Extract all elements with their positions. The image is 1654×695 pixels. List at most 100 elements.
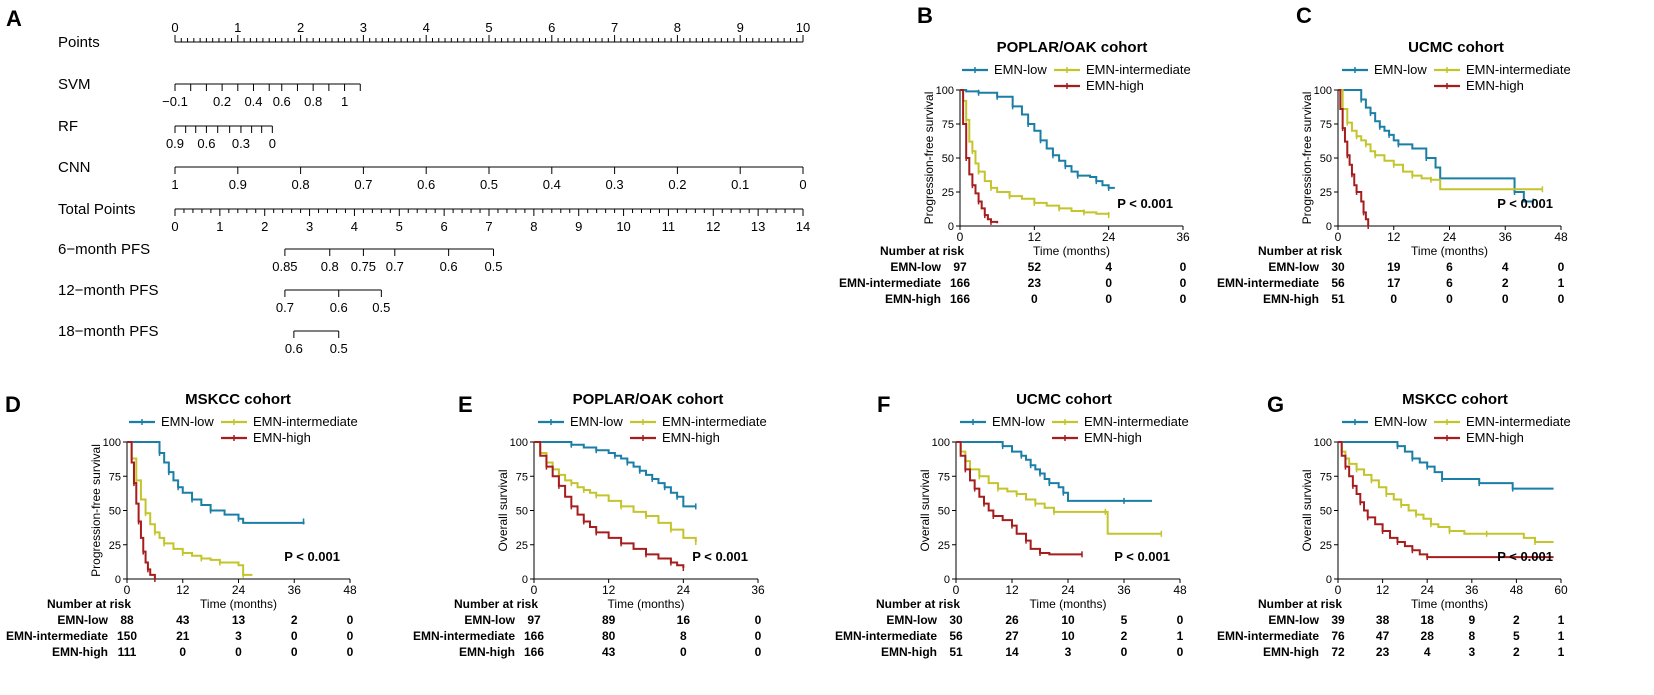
nomogram-tick-label: 0.1	[731, 177, 749, 192]
risk-count: 0	[1558, 292, 1565, 306]
nomogram-tick-label: 0.6	[417, 177, 435, 192]
plot-title: UCMC cohort	[1016, 391, 1112, 408]
nomogram-tick-label: 0.6	[330, 300, 348, 315]
nomogram-tick-label: 14	[796, 219, 810, 234]
y-tick-label: 0	[1326, 221, 1332, 233]
risk-count: 0	[1180, 276, 1187, 290]
risk-count: 0	[1105, 292, 1112, 306]
risk-count: 28	[1421, 629, 1435, 643]
nomogram-tick-label: 0	[171, 219, 178, 234]
risk-count: 6	[1446, 276, 1453, 290]
x-tick-label: 36	[1499, 230, 1513, 244]
y-tick-label: 50	[516, 506, 528, 518]
x-tick-label: 0	[124, 583, 131, 597]
legend-label-low: EMN-low	[570, 414, 623, 429]
x-tick-label: 24	[1443, 230, 1457, 244]
risk-count: 0	[291, 629, 298, 643]
y-tick-label: 25	[109, 540, 121, 552]
panel-label: D	[5, 392, 21, 417]
legend-label-low: EMN-low	[161, 414, 214, 429]
risk-row-label: EMN-high	[459, 645, 515, 659]
nomogram-tick-label: 12	[706, 219, 720, 234]
km-curve-low	[956, 441, 1152, 502]
risk-count: 5	[1121, 613, 1128, 627]
risk-count: 21	[176, 629, 190, 643]
risk-count: 1	[1558, 276, 1565, 290]
risk-count: 9	[1468, 613, 1475, 627]
risk-count: 30	[949, 613, 963, 627]
risk-count: 97	[953, 260, 967, 274]
risk-row-label: EMN-intermediate	[6, 629, 108, 643]
risk-count: 76	[1331, 629, 1345, 643]
x-tick-label: 60	[1554, 583, 1568, 597]
nomogram-tick-label: 7	[485, 219, 492, 234]
panel-label: B	[917, 3, 933, 28]
legend-label-intermediate: EMN-intermediate	[253, 414, 358, 429]
x-tick-label: 36	[288, 583, 302, 597]
p-value-label: P < 0.001	[284, 549, 340, 564]
km-curve-high	[956, 441, 1082, 556]
x-tick-label: 12	[602, 583, 616, 597]
nomogram-tick-label: 0.6	[197, 136, 215, 151]
risk-count: 43	[176, 613, 190, 627]
risk-count: 19	[1387, 260, 1401, 274]
risk-row-label: EMN-intermediate	[835, 629, 937, 643]
risk-count: 166	[950, 292, 970, 306]
p-value-label: P < 0.001	[1117, 196, 1173, 211]
y-tick-label: 100	[936, 85, 954, 97]
nomogram-tick-label: 0.9	[166, 136, 184, 151]
risk-row-label: EMN-high	[885, 292, 941, 306]
y-axis-label: Overall survival	[1300, 469, 1314, 551]
risk-table-title: Number at risk	[880, 244, 964, 258]
nomogram-row-label: 12−month PFS	[58, 282, 158, 299]
x-tick-label: 0	[1335, 230, 1342, 244]
y-axis-label: Progression-free survival	[1300, 92, 1314, 225]
legend-label-high: EMN-high	[1084, 430, 1142, 445]
nomogram-tick-label: 4	[423, 20, 430, 35]
km-curve-intermediate	[960, 89, 1110, 216]
nomogram-tick-label: 0.4	[244, 94, 262, 109]
risk-count: 6	[1446, 260, 1453, 274]
nomogram-tick-label: 3	[360, 20, 367, 35]
panel-label-a: A	[6, 6, 22, 31]
nomogram-tick-label: 0.7	[386, 259, 404, 274]
y-tick-label: 0	[115, 574, 121, 586]
risk-count: 0	[1031, 292, 1038, 306]
p-value-label: P < 0.001	[1497, 549, 1553, 564]
nomogram-tick-label: 0.5	[480, 177, 498, 192]
plot-title: MSKCC cohort	[1402, 391, 1508, 408]
risk-count: 51	[1331, 292, 1345, 306]
plot-title: UCMC cohort	[1408, 39, 1504, 56]
nomogram-tick-label: 10	[616, 219, 630, 234]
nomogram-row-label: Total Points	[58, 201, 136, 218]
risk-row-label: EMN-intermediate	[413, 629, 515, 643]
y-tick-label: 25	[516, 540, 528, 552]
x-tick-label: 24	[1102, 230, 1116, 244]
nomogram-tick-label: 0.4	[543, 177, 561, 192]
y-tick-label: 75	[109, 471, 121, 483]
risk-count: 88	[120, 613, 134, 627]
y-tick-label: 75	[1320, 119, 1332, 131]
x-tick-label: 24	[677, 583, 691, 597]
nomogram-tick-label: −0.1	[162, 94, 188, 109]
y-tick-label: 75	[942, 119, 954, 131]
risk-count: 0	[1177, 613, 1184, 627]
risk-table-title: Number at risk	[454, 597, 538, 611]
nomogram-tick-label: 9	[737, 20, 744, 35]
y-tick-label: 25	[1320, 540, 1332, 552]
nomogram-row-label: 6−month PFS	[58, 241, 150, 258]
risk-count: 4	[1424, 645, 1431, 659]
risk-count: 8	[680, 629, 687, 643]
risk-count: 4	[1502, 260, 1509, 274]
risk-count: 10	[1061, 629, 1075, 643]
nomogram-row-label: RF	[58, 118, 78, 135]
km-curve-intermediate	[956, 441, 1162, 535]
risk-count: 23	[1028, 276, 1042, 290]
y-tick-label: 100	[103, 437, 121, 449]
y-tick-label: 25	[1320, 187, 1332, 199]
nomogram-tick-label: 0.5	[330, 341, 348, 356]
p-value-label: P < 0.001	[692, 549, 748, 564]
risk-count: 0	[1390, 292, 1397, 306]
nomogram-tick-label: 0.8	[304, 94, 322, 109]
